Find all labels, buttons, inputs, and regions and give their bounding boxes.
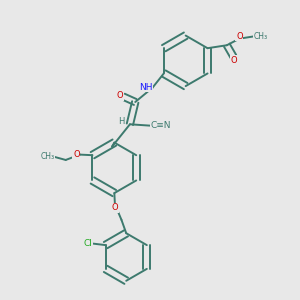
Text: CH₃: CH₃ [254, 32, 268, 41]
Text: O: O [112, 203, 119, 212]
Text: H: H [118, 117, 125, 126]
Text: O: O [73, 150, 80, 159]
Text: NH: NH [139, 82, 153, 91]
Text: CH₃: CH₃ [40, 152, 54, 161]
Text: O: O [231, 56, 238, 64]
Text: C≡N: C≡N [150, 121, 171, 130]
Text: O: O [236, 32, 243, 40]
Text: Cl: Cl [83, 239, 92, 248]
Text: O: O [116, 91, 123, 100]
